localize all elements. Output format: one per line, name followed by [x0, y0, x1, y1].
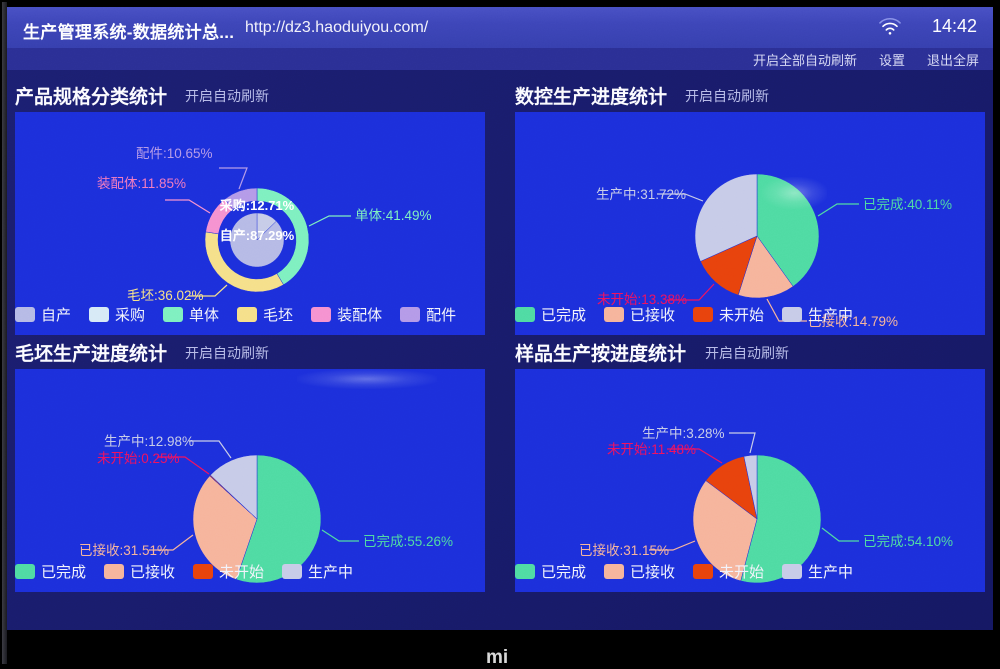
svg-text:装配体:11.85%: 装配体:11.85% [97, 176, 186, 191]
svg-text:生产中:31.72%: 生产中:31.72% [596, 187, 686, 202]
svg-text:自产:87.29%: 自产:87.29% [220, 228, 295, 243]
svg-text:已接收:31.51%: 已接收:31.51% [79, 542, 169, 558]
svg-text:未开始:11.48%: 未开始:11.48% [607, 442, 696, 457]
svg-text:未开始:0.25%: 未开始:0.25% [97, 451, 180, 466]
svg-text:单体:41.49%: 单体:41.49% [355, 208, 432, 223]
svg-text:已接收:31.15%: 已接收:31.15% [579, 542, 669, 558]
svg-text:已完成:55.26%: 已完成:55.26% [363, 534, 453, 549]
svg-text:生产中:3.28%: 生产中:3.28% [642, 426, 725, 441]
svg-text:生产中:12.98%: 生产中:12.98% [104, 434, 194, 449]
svg-text:采购:12.71%: 采购:12.71% [219, 198, 295, 213]
svg-text:已完成:40.11%: 已完成:40.11% [863, 197, 952, 212]
svg-text:配件:10.65%: 配件:10.65% [136, 146, 213, 161]
svg-text:已完成:54.10%: 已完成:54.10% [863, 534, 953, 549]
svg-text:毛坯:36.02%: 毛坯:36.02% [127, 288, 204, 303]
